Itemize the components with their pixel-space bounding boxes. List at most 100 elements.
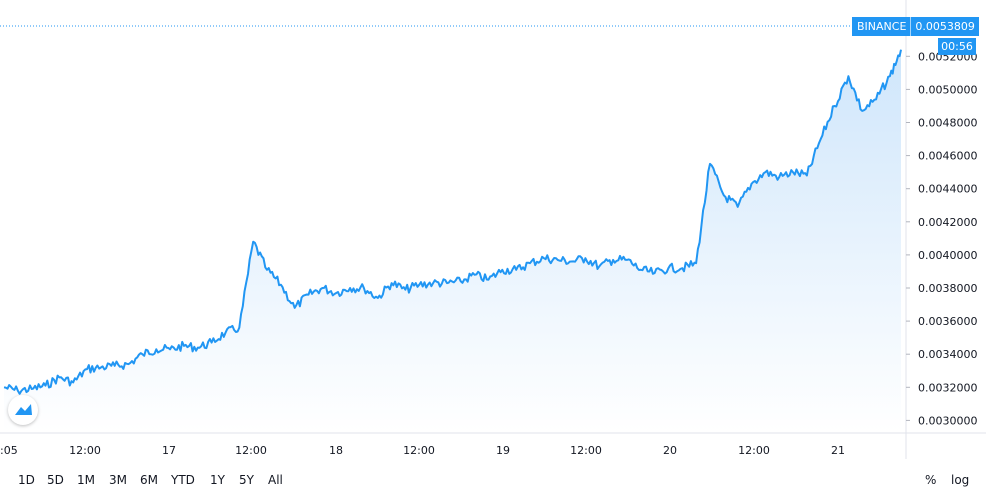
price-point [183, 345, 185, 347]
price-point [792, 171, 794, 173]
y-tick-label: 0.0048000 [918, 117, 978, 130]
range-button-6m[interactable]: 6M [140, 473, 158, 487]
price-point [390, 282, 392, 284]
price-point [224, 332, 226, 334]
range-button-all[interactable]: All [268, 473, 283, 487]
price-point [335, 292, 337, 294]
x-tick-label: 19 [496, 444, 510, 457]
price-point [321, 287, 323, 289]
range-button-3m[interactable]: 3M [109, 473, 127, 487]
price-point [3, 386, 5, 388]
price-point [612, 259, 614, 261]
price-point [72, 381, 74, 383]
range-button-ytd[interactable]: YTD [171, 473, 195, 487]
price-point [404, 289, 406, 291]
price-point [280, 284, 282, 286]
price-point [667, 267, 669, 269]
price-point [127, 363, 129, 365]
percent-scale-toggle[interactable]: % [925, 473, 937, 487]
tradingview-logo-icon[interactable] [8, 395, 38, 425]
price-point [889, 75, 891, 77]
price-point [529, 262, 531, 264]
price-point [764, 171, 766, 173]
range-button-1d[interactable]: 1D [18, 473, 35, 487]
price-point [820, 138, 822, 140]
x-tick-label: 21 [831, 444, 845, 457]
y-tick-label: 0.0044000 [918, 183, 978, 196]
price-point [377, 297, 379, 299]
y-tick-label: 0.0030000 [918, 414, 978, 427]
price-point [252, 241, 254, 243]
price-point [197, 346, 199, 348]
price-point [598, 265, 600, 267]
price-point [861, 110, 863, 112]
price-point [570, 260, 572, 262]
price-point [900, 49, 902, 51]
price-point [501, 269, 503, 271]
price-point [210, 341, 212, 343]
y-tick-label: 0.0034000 [918, 348, 978, 361]
price-point [294, 307, 296, 309]
y-tick-label: 0.0036000 [918, 315, 978, 328]
x-tick-label: 12:00 [403, 444, 435, 457]
price-point [723, 194, 725, 196]
price-point [833, 105, 835, 107]
price-point [487, 279, 489, 281]
price-point [44, 385, 46, 387]
price-point [543, 257, 545, 259]
y-tick-label: 0.0040000 [918, 249, 978, 262]
x-tick-label: :05 [0, 444, 18, 457]
price-point [695, 262, 697, 264]
price-point [847, 75, 849, 77]
price-point [418, 284, 420, 286]
range-button-5y[interactable]: 5Y [239, 473, 254, 487]
y-tick-label: 0.0050000 [918, 83, 978, 96]
x-tick-label: 12:00 [738, 444, 770, 457]
price-point [640, 269, 642, 271]
x-tick-label: 12:00 [235, 444, 267, 457]
x-tick-label: 17 [162, 444, 176, 457]
price-point [626, 259, 628, 261]
range-button-1y[interactable]: 1Y [210, 473, 225, 487]
price-point [31, 388, 33, 390]
price-point [169, 348, 171, 350]
price-point [114, 365, 116, 367]
price-area-fill [4, 49, 901, 432]
price-point [141, 353, 143, 355]
last-price-tag: BINANCE 0.0053809 [852, 17, 979, 36]
price-chart[interactable]: 0.00520000.00500000.00480000.00460000.00… [0, 0, 986, 459]
price-point [653, 272, 655, 274]
price-series-line [3, 49, 902, 395]
price-point [875, 98, 877, 100]
price-point [432, 282, 434, 284]
price-point [266, 269, 268, 271]
bar-countdown: 00:56 [938, 38, 976, 55]
y-tick-label: 0.0046000 [918, 150, 978, 163]
price-point [737, 206, 739, 208]
price-point [515, 269, 517, 271]
x-tick-label: 20 [663, 444, 677, 457]
price-point [806, 174, 808, 176]
y-tick-label: 0.0032000 [918, 381, 978, 394]
price-point [363, 287, 365, 289]
price-point [100, 366, 102, 368]
x-tick-label: 12:00 [69, 444, 101, 457]
price-point [584, 257, 586, 259]
price-point [58, 376, 60, 378]
price-point [307, 293, 309, 295]
y-tick-label: 0.0042000 [918, 216, 978, 229]
price-point [473, 274, 475, 276]
price-point [709, 163, 711, 165]
price-point [460, 280, 462, 282]
y-tick-label: 0.0038000 [918, 282, 978, 295]
range-button-1m[interactable]: 1M [77, 473, 95, 487]
price-point [778, 176, 780, 178]
last-price-value: 0.0053809 [915, 20, 975, 33]
range-button-5d[interactable]: 5D [47, 473, 64, 487]
x-tick-label: 12:00 [570, 444, 602, 457]
price-point [155, 348, 157, 350]
price-point [238, 327, 240, 329]
log-scale-toggle[interactable]: log [951, 473, 970, 487]
price-point [750, 183, 752, 185]
x-tick-label: 18 [329, 444, 343, 457]
